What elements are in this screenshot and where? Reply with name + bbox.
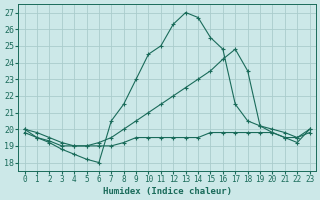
X-axis label: Humidex (Indice chaleur): Humidex (Indice chaleur)	[103, 187, 232, 196]
